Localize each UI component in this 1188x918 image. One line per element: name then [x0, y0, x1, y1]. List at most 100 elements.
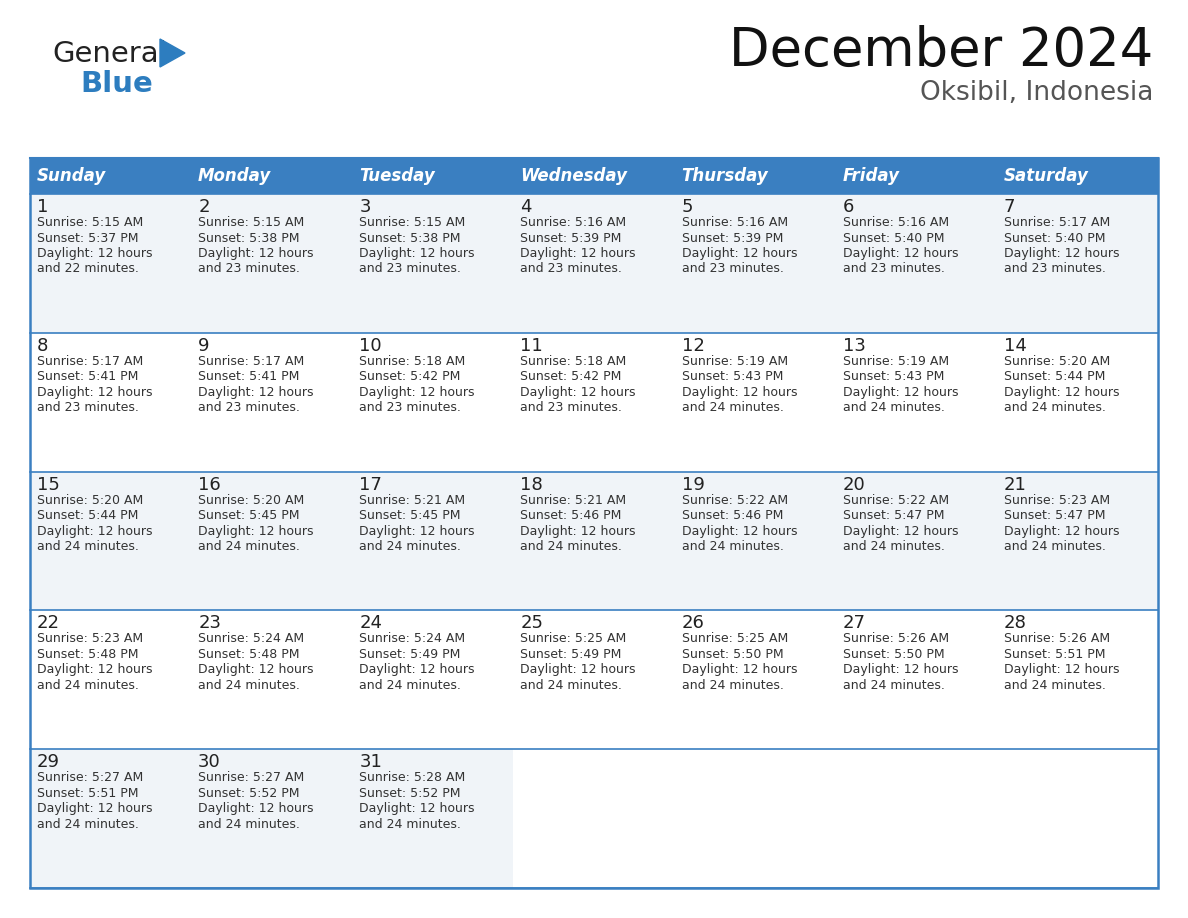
- Text: and 24 minutes.: and 24 minutes.: [198, 818, 301, 831]
- Text: Blue: Blue: [80, 70, 153, 98]
- Text: Sunset: 5:46 PM: Sunset: 5:46 PM: [682, 509, 783, 522]
- Text: Sunrise: 5:20 AM: Sunrise: 5:20 AM: [1004, 354, 1110, 368]
- Text: Sunset: 5:50 PM: Sunset: 5:50 PM: [682, 648, 783, 661]
- Bar: [30, 158, 191, 194]
- Bar: [191, 472, 353, 610]
- Text: 8: 8: [37, 337, 49, 354]
- Text: Daylight: 12 hours: Daylight: 12 hours: [520, 664, 636, 677]
- Text: Sunrise: 5:28 AM: Sunrise: 5:28 AM: [359, 771, 466, 784]
- Text: Sunrise: 5:17 AM: Sunrise: 5:17 AM: [1004, 216, 1110, 229]
- Bar: [997, 333, 1158, 472]
- Text: Sunset: 5:43 PM: Sunset: 5:43 PM: [842, 370, 944, 384]
- Text: Sunday: Sunday: [37, 167, 106, 185]
- Text: 28: 28: [1004, 614, 1026, 633]
- Text: 13: 13: [842, 337, 866, 354]
- Text: and 24 minutes.: and 24 minutes.: [359, 540, 461, 554]
- Text: Sunrise: 5:23 AM: Sunrise: 5:23 AM: [1004, 494, 1110, 507]
- Text: and 24 minutes.: and 24 minutes.: [1004, 679, 1106, 692]
- Text: Daylight: 12 hours: Daylight: 12 hours: [198, 247, 314, 260]
- Text: and 24 minutes.: and 24 minutes.: [842, 679, 944, 692]
- Text: 6: 6: [842, 198, 854, 216]
- Text: Monday: Monday: [198, 167, 271, 185]
- Text: Sunrise: 5:25 AM: Sunrise: 5:25 AM: [682, 633, 788, 645]
- Text: 7: 7: [1004, 198, 1016, 216]
- Text: Daylight: 12 hours: Daylight: 12 hours: [842, 247, 959, 260]
- Text: 15: 15: [37, 476, 59, 494]
- Text: Daylight: 12 hours: Daylight: 12 hours: [682, 664, 797, 677]
- Bar: [191, 749, 353, 888]
- Text: 26: 26: [682, 614, 704, 633]
- Text: Sunset: 5:51 PM: Sunset: 5:51 PM: [1004, 648, 1105, 661]
- Text: 20: 20: [842, 476, 866, 494]
- Text: Saturday: Saturday: [1004, 167, 1088, 185]
- Text: and 23 minutes.: and 23 minutes.: [359, 401, 461, 414]
- Text: Thursday: Thursday: [682, 167, 769, 185]
- Text: Sunrise: 5:26 AM: Sunrise: 5:26 AM: [842, 633, 949, 645]
- Text: Sunset: 5:45 PM: Sunset: 5:45 PM: [198, 509, 299, 522]
- Text: and 24 minutes.: and 24 minutes.: [37, 818, 139, 831]
- Bar: [353, 472, 513, 610]
- Text: Daylight: 12 hours: Daylight: 12 hours: [1004, 386, 1119, 398]
- Text: 27: 27: [842, 614, 866, 633]
- Text: and 24 minutes.: and 24 minutes.: [682, 401, 783, 414]
- Text: and 24 minutes.: and 24 minutes.: [359, 818, 461, 831]
- Text: Daylight: 12 hours: Daylight: 12 hours: [359, 802, 475, 815]
- Text: Sunset: 5:45 PM: Sunset: 5:45 PM: [359, 509, 461, 522]
- Text: Sunset: 5:49 PM: Sunset: 5:49 PM: [520, 648, 621, 661]
- Text: Sunrise: 5:22 AM: Sunrise: 5:22 AM: [842, 494, 949, 507]
- Text: Daylight: 12 hours: Daylight: 12 hours: [520, 247, 636, 260]
- Text: and 24 minutes.: and 24 minutes.: [682, 679, 783, 692]
- Text: December 2024: December 2024: [728, 25, 1154, 77]
- Text: Sunrise: 5:24 AM: Sunrise: 5:24 AM: [198, 633, 304, 645]
- Text: 3: 3: [359, 198, 371, 216]
- Text: Sunset: 5:42 PM: Sunset: 5:42 PM: [359, 370, 461, 384]
- Bar: [835, 194, 997, 333]
- Text: Daylight: 12 hours: Daylight: 12 hours: [359, 664, 475, 677]
- Text: Daylight: 12 hours: Daylight: 12 hours: [682, 386, 797, 398]
- Bar: [30, 610, 191, 749]
- Text: 25: 25: [520, 614, 543, 633]
- Text: Sunset: 5:38 PM: Sunset: 5:38 PM: [359, 231, 461, 244]
- Text: Sunset: 5:41 PM: Sunset: 5:41 PM: [37, 370, 138, 384]
- Text: Daylight: 12 hours: Daylight: 12 hours: [198, 664, 314, 677]
- Bar: [30, 749, 191, 888]
- Text: and 24 minutes.: and 24 minutes.: [520, 540, 623, 554]
- Text: Daylight: 12 hours: Daylight: 12 hours: [1004, 524, 1119, 538]
- Text: Sunrise: 5:26 AM: Sunrise: 5:26 AM: [1004, 633, 1110, 645]
- Text: Sunrise: 5:24 AM: Sunrise: 5:24 AM: [359, 633, 466, 645]
- Bar: [353, 333, 513, 472]
- Text: Sunset: 5:49 PM: Sunset: 5:49 PM: [359, 648, 461, 661]
- Text: and 24 minutes.: and 24 minutes.: [37, 540, 139, 554]
- Text: Sunrise: 5:16 AM: Sunrise: 5:16 AM: [842, 216, 949, 229]
- Bar: [835, 610, 997, 749]
- Text: 21: 21: [1004, 476, 1026, 494]
- Bar: [513, 472, 675, 610]
- Bar: [513, 610, 675, 749]
- Text: Daylight: 12 hours: Daylight: 12 hours: [1004, 247, 1119, 260]
- Bar: [997, 472, 1158, 610]
- Text: 12: 12: [682, 337, 704, 354]
- Text: and 24 minutes.: and 24 minutes.: [842, 401, 944, 414]
- Text: Sunset: 5:47 PM: Sunset: 5:47 PM: [1004, 509, 1105, 522]
- Bar: [30, 472, 191, 610]
- Text: 4: 4: [520, 198, 532, 216]
- Text: Sunrise: 5:15 AM: Sunrise: 5:15 AM: [37, 216, 144, 229]
- Text: Sunrise: 5:17 AM: Sunrise: 5:17 AM: [37, 354, 144, 368]
- Bar: [191, 333, 353, 472]
- Text: 1: 1: [37, 198, 49, 216]
- Bar: [675, 333, 835, 472]
- Text: Daylight: 12 hours: Daylight: 12 hours: [198, 802, 314, 815]
- Text: Oksibil, Indonesia: Oksibil, Indonesia: [920, 80, 1154, 106]
- Text: 16: 16: [198, 476, 221, 494]
- Text: and 23 minutes.: and 23 minutes.: [682, 263, 783, 275]
- Text: Sunset: 5:51 PM: Sunset: 5:51 PM: [37, 787, 139, 800]
- Text: Tuesday: Tuesday: [359, 167, 435, 185]
- Text: Sunset: 5:52 PM: Sunset: 5:52 PM: [359, 787, 461, 800]
- Text: Sunset: 5:50 PM: Sunset: 5:50 PM: [842, 648, 944, 661]
- Text: 11: 11: [520, 337, 543, 354]
- Text: Daylight: 12 hours: Daylight: 12 hours: [37, 802, 152, 815]
- Text: Sunrise: 5:19 AM: Sunrise: 5:19 AM: [842, 354, 949, 368]
- Bar: [675, 610, 835, 749]
- Bar: [513, 194, 675, 333]
- Text: and 24 minutes.: and 24 minutes.: [198, 679, 301, 692]
